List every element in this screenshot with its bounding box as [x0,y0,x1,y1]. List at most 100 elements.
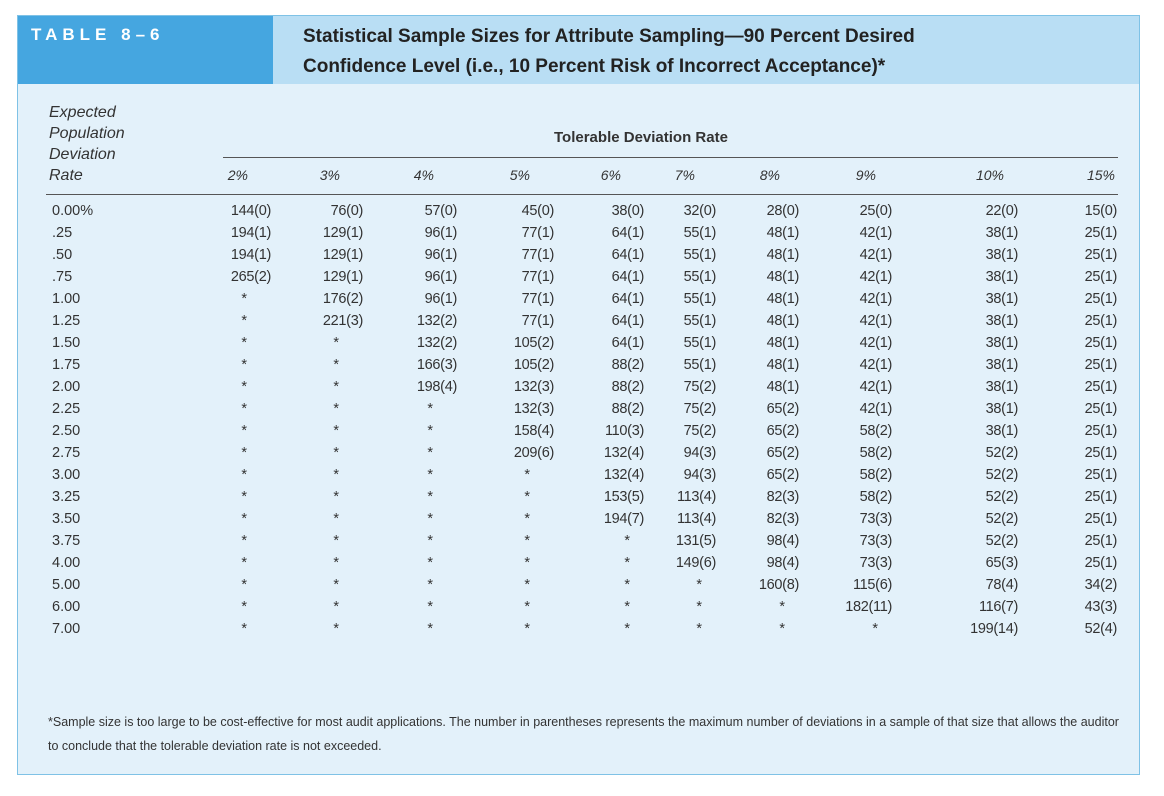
table-cell: 25(1) [1084,357,1118,373]
title-block: Statistical Sample Sizes for Attribute S… [273,16,1139,84]
table-cell: * [241,401,247,417]
table-cell: * [427,621,433,637]
table-cell: * [427,511,433,527]
table-cell: 64(1) [611,291,645,307]
table-cell: 129(1) [322,269,363,285]
table-cell: 25(1) [1084,511,1118,527]
table-cell: 194(1) [230,225,271,241]
table-cell: * [241,335,247,351]
column-header: 9% [855,167,876,183]
table-cell: 42(1) [859,269,893,285]
column-header: 8% [759,167,780,183]
table-8-6: TABLE 8–6 Statistical Sample Sizes for A… [17,15,1140,775]
table-cell: * [333,555,339,571]
table-cell: 48(1) [766,269,800,285]
table-cell: * [241,291,247,307]
table-cell: 25(1) [1084,533,1118,549]
table-cell: 55(1) [683,291,717,307]
table-cell: 55(1) [683,247,717,263]
spanner-header: Tolerable Deviation Rate [554,129,728,146]
table-cell: 182(11) [845,599,892,615]
table-cell: * [241,511,247,527]
table-cell: * [427,555,433,571]
table-cell: * [241,313,247,329]
table-cell: * [427,467,433,483]
table-cell: 88(2) [611,357,645,373]
row-label: 3.25 [52,489,81,505]
table-cell: 48(1) [766,247,800,263]
table-cell: 113(4) [676,489,716,505]
table-cell: * [241,489,247,505]
row-label: .25 [52,225,73,241]
stub-header: Expected Population Deviation Rate [49,102,125,186]
table-cell: 132(2) [416,335,457,351]
table-cell: 25(1) [1084,445,1118,461]
table-title: Statistical Sample Sizes for Attribute S… [303,22,915,82]
table-cell: * [524,511,530,527]
table-cell: * [427,599,433,615]
table-cell: 116(7) [978,599,1018,615]
title-line-1: Statistical Sample Sizes for Attribute S… [303,26,915,47]
table-cell: 132(4) [603,467,644,483]
table-cell: 38(1) [985,291,1019,307]
stub-line: Population [49,125,125,142]
row-label: 3.75 [52,533,81,549]
table-cell: * [333,467,339,483]
table-cell: 25(1) [1084,269,1118,285]
table-cell: 65(2) [766,467,800,483]
table-cell: * [333,445,339,461]
table-cell: 131(5) [675,533,716,549]
table-cell: 64(1) [611,269,645,285]
divider [223,157,1118,158]
table-cell: 96(1) [424,225,458,241]
row-label: 0.00% [52,203,94,219]
table-cell: 25(1) [1084,489,1118,505]
table-cell: 209(6) [513,445,554,461]
table-cell: * [241,599,247,615]
table-cell: * [241,621,247,637]
table-cell: 110(3) [604,423,644,439]
table-cell: 98(4) [766,533,800,549]
table-cell: 96(1) [424,291,458,307]
table-cell: * [779,621,785,637]
divider [46,194,1118,195]
table-cell: 77(1) [521,247,555,263]
table-cell: 77(1) [521,269,555,285]
table-cell: 38(1) [985,247,1019,263]
table-cell: * [524,621,530,637]
table-cell: 64(1) [611,335,645,351]
table-cell: 98(4) [766,555,800,571]
table-cell: * [241,555,247,571]
footnote: *Sample size is too large to be cost-eff… [48,715,1119,753]
row-label: 4.00 [52,555,81,571]
table-cell: 38(1) [985,225,1019,241]
table-cell: * [779,599,785,615]
table-cell: * [624,621,630,637]
table-cell: 38(0) [611,203,645,219]
table-cell: 25(1) [1084,467,1118,483]
table-cell: 96(1) [424,269,458,285]
table-cell: * [333,577,339,593]
row-label: 3.00 [52,467,81,483]
table-cell: * [241,423,247,439]
table-cell: 48(1) [766,379,800,395]
table-cell: 58(2) [859,445,893,461]
table-cell: 58(2) [859,489,893,505]
table-cell: 42(1) [859,357,893,373]
table-cell: * [524,489,530,505]
row-label: 1.50 [52,335,81,351]
table-cell: * [241,533,247,549]
table-cell: * [624,599,630,615]
table-cell: 38(1) [985,269,1019,285]
column-header: 5% [509,167,530,183]
table-cell: * [427,489,433,505]
row-label: .50 [52,247,73,263]
table-cell: 75(2) [683,401,717,417]
table-cell: * [624,577,630,593]
row-label: 2.75 [52,445,81,461]
table-cell: * [427,401,433,417]
table-cell: 55(1) [683,225,717,241]
table-cell: 25(1) [1084,423,1118,439]
table-cell: 52(2) [985,489,1019,505]
table-cell: * [524,577,530,593]
